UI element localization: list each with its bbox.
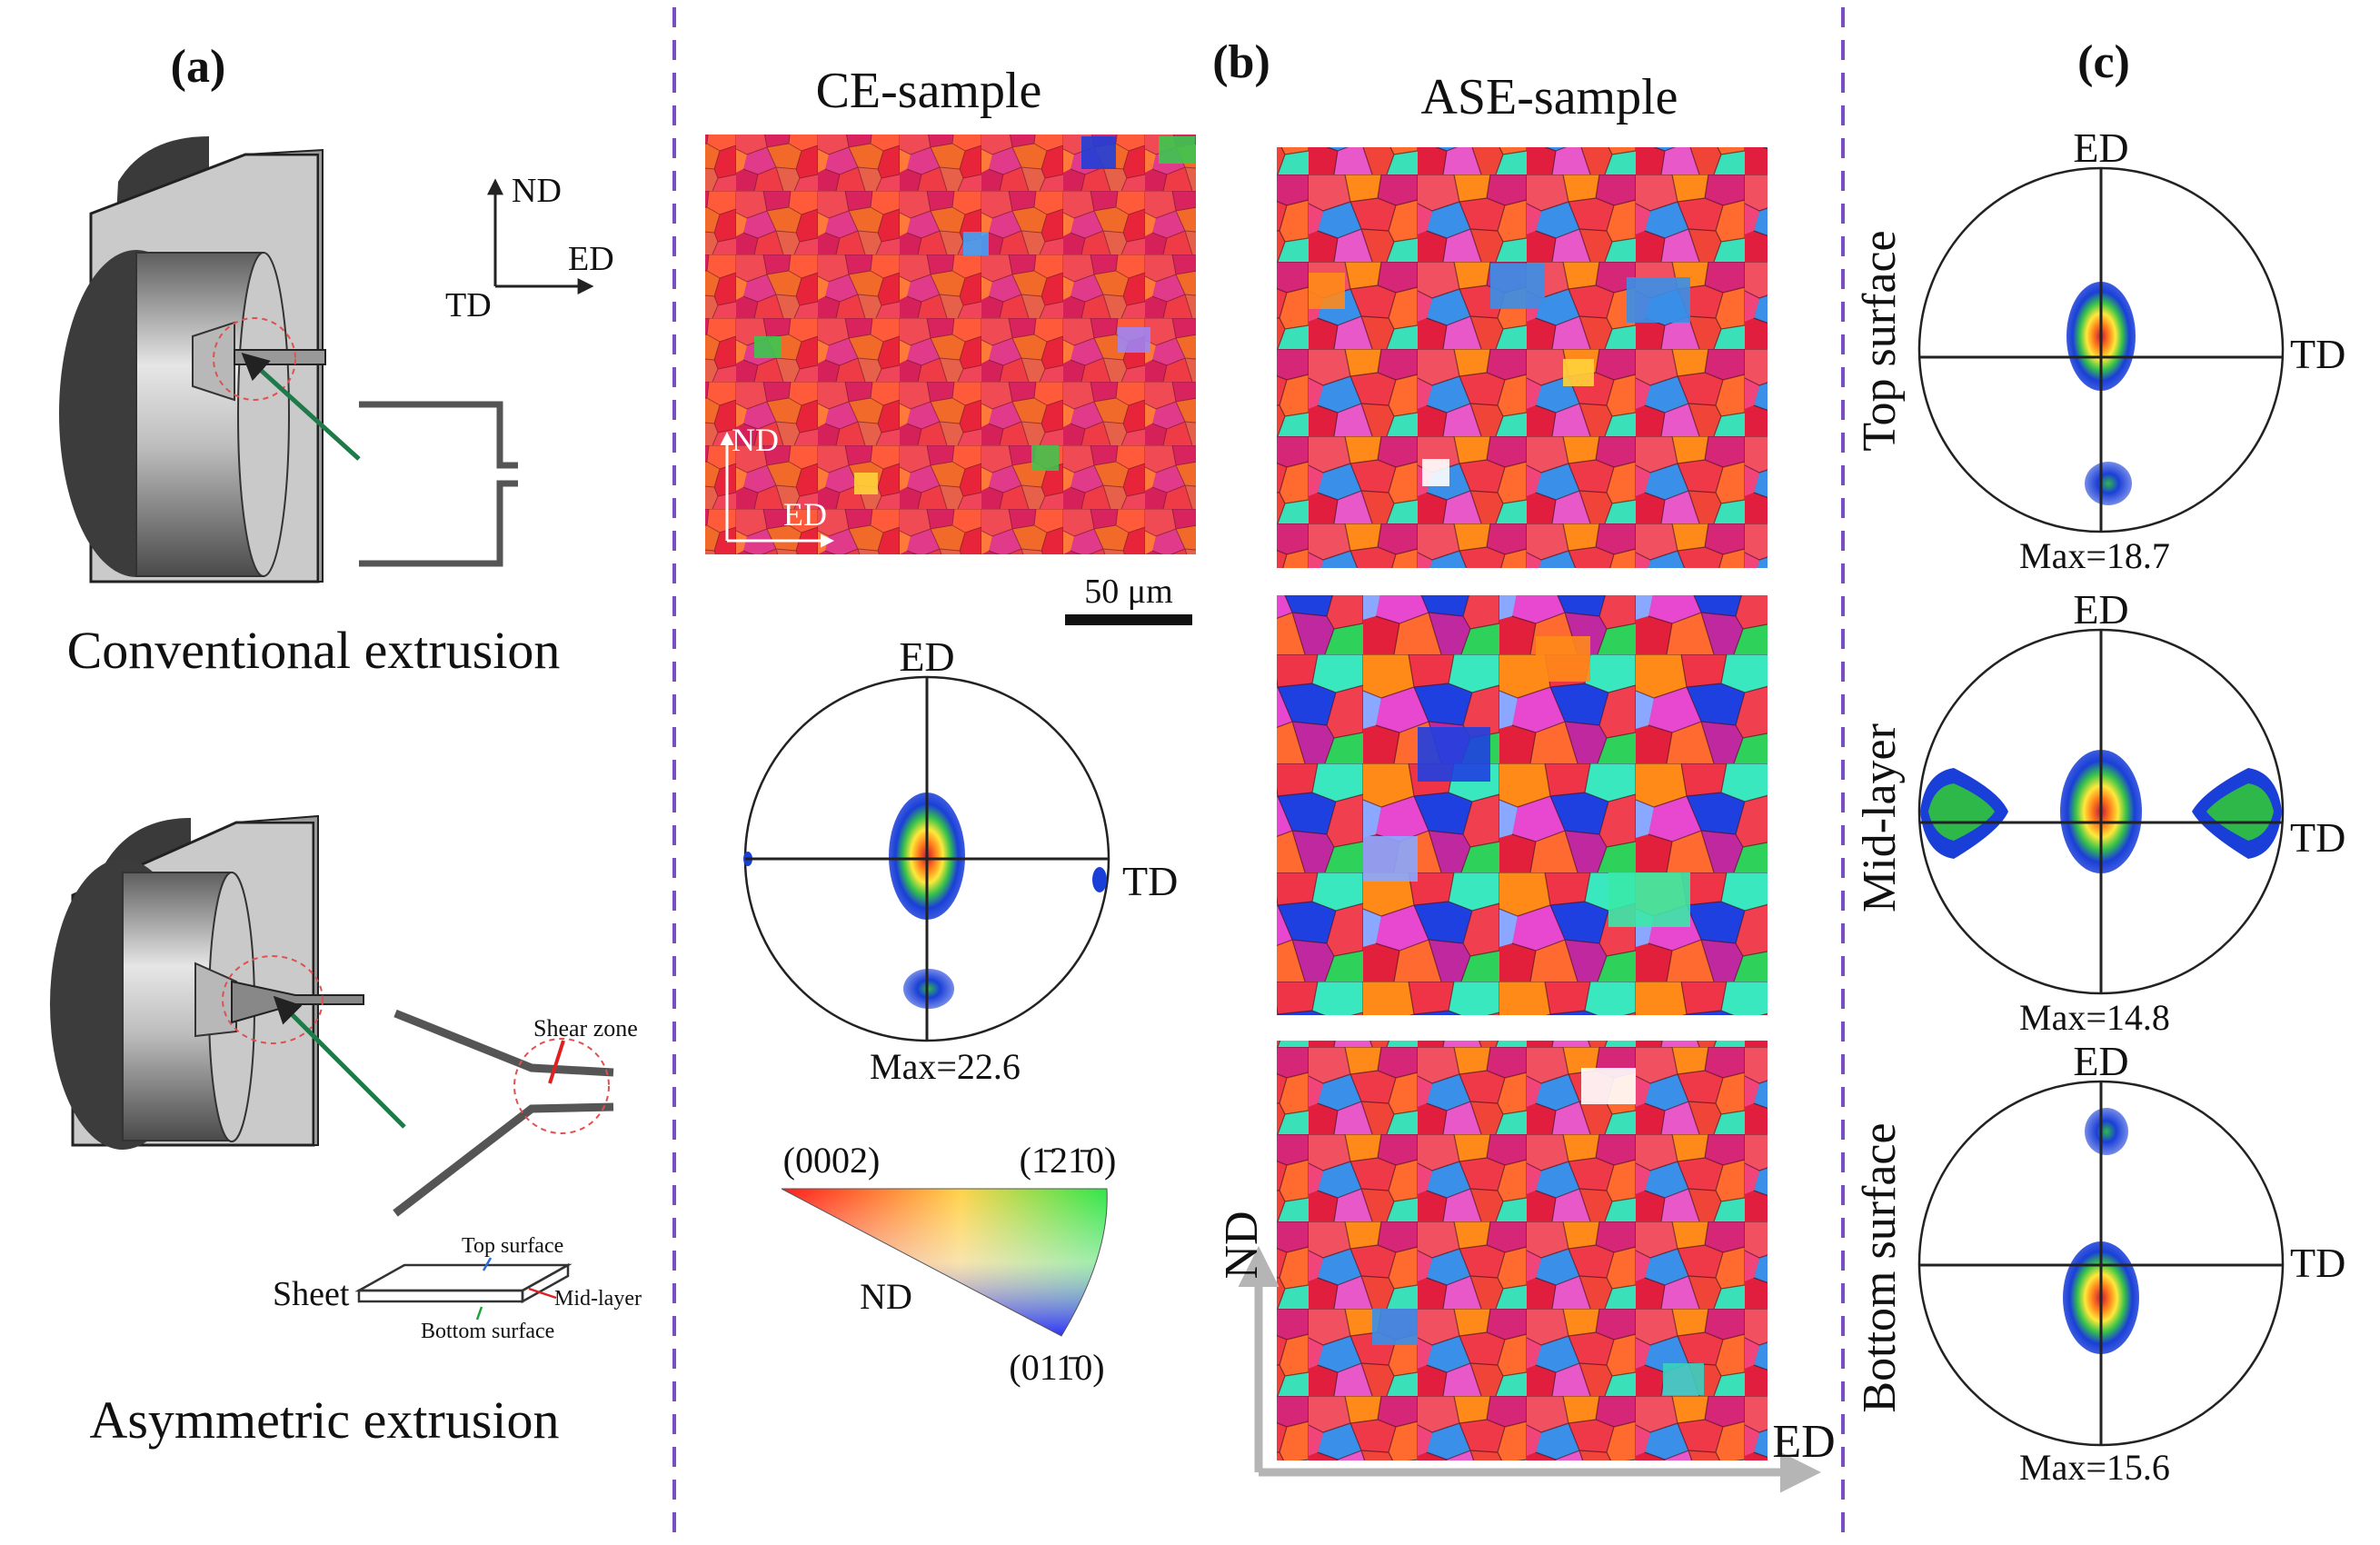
axis-triad-td-label: TD xyxy=(445,286,492,324)
sheet-label: Sheet xyxy=(273,1275,350,1313)
axis-triad: ND ED TD xyxy=(445,172,614,324)
shear-zone-label: Shear zone xyxy=(533,1015,638,1042)
pf-bottom-td-label: TD xyxy=(2290,1240,2345,1286)
ipf-0002-label: (0002) xyxy=(783,1140,881,1181)
ce-title: CE-sample xyxy=(816,63,1042,119)
ce-map-nd-label: ND xyxy=(732,422,779,458)
top-surface-label: Top surface xyxy=(462,1234,563,1258)
pf-bottom-layer-label: Bottom surface xyxy=(1854,1122,1906,1412)
pf-bottom-max-label: Max=15.6 xyxy=(2019,1447,2170,1488)
conventional-die-drawing xyxy=(59,136,518,583)
ase-ebsd-map-top xyxy=(1277,147,1768,568)
pf-mid-layer-label: Mid-layer xyxy=(1854,723,1906,912)
ce-pf-max-label: Max=22.6 xyxy=(870,1046,1021,1087)
pf-mid-max-label: Max=14.8 xyxy=(2019,997,2170,1038)
panel-b: CE-sample (b) ASE-sample ND ED 50 μm xyxy=(705,36,1836,1493)
scale-bar-label: 50 μm xyxy=(1084,573,1172,611)
pf-mid-td-label: TD xyxy=(2290,814,2345,861)
asymmetric-caption: Asymmetric extrusion xyxy=(89,1390,559,1450)
panel-b-label: (b) xyxy=(1212,36,1270,88)
pf-top-td-label: TD xyxy=(2290,331,2345,377)
asymmetric-die-drawing: Shear zone xyxy=(50,814,638,1217)
sheet-schematic: Sheet Top surface Mid-layer Bottom surfa… xyxy=(273,1234,642,1343)
pf-top-layer-label: Top surface xyxy=(1854,230,1906,451)
mid-layer-label: Mid-layer xyxy=(554,1287,642,1311)
ce-pf-ed-label: ED xyxy=(899,633,954,680)
ce-ebsd-map: ND ED xyxy=(705,135,1196,554)
conventional-caption: Conventional extrusion xyxy=(67,621,561,680)
ipf-0110-label: (011̄0) xyxy=(1009,1347,1104,1388)
pole-figure-mid-layer: ED TD Max=14.8 Mid-layer xyxy=(1854,586,2345,1038)
scale-bar: 50 μm xyxy=(1065,573,1192,625)
pole-figure-bottom-surface: ED TD Max=15.6 Bottom surface xyxy=(1854,1038,2345,1488)
ase-axis-nd-label: ND xyxy=(1216,1211,1268,1279)
ce-map-ed-label: ED xyxy=(783,496,827,533)
bottom-surface-label: Bottom surface xyxy=(421,1320,554,1343)
panel-a: (a) ND ED TD Conventional extrusion xyxy=(50,41,642,1450)
pf-top-max-label: Max=18.7 xyxy=(2019,535,2170,576)
ase-ebsd-map-mid xyxy=(1277,595,1768,1015)
ce-pole-figure: ED TD Max=22.6 xyxy=(743,633,1178,1087)
ipf-color-key: (0002) (1̄21̄0) (011̄0) ND xyxy=(781,1140,1117,1388)
axis-triad-nd-label: ND xyxy=(512,172,562,210)
ase-ebsd-map-bottom xyxy=(1277,1041,1768,1460)
ipf-1210-label: (1̄21̄0) xyxy=(1020,1140,1117,1181)
panel-c: (c) ED TD Max=18.7 Top surface ED TD Max xyxy=(1854,36,2345,1488)
panel-a-label: (a) xyxy=(171,41,226,93)
ase-title: ASE-sample xyxy=(1420,69,1678,125)
pole-figure-top-surface: ED TD Max=18.7 Top surface xyxy=(1854,125,2345,576)
ase-axes: ND ED xyxy=(1216,1211,1836,1493)
pf-top-ed-label: ED xyxy=(2073,125,2128,171)
ase-axis-ed-label: ED xyxy=(1772,1416,1835,1468)
panel-c-label: (c) xyxy=(2077,36,2130,88)
pf-bottom-ed-label: ED xyxy=(2073,1038,2128,1084)
pf-mid-ed-label: ED xyxy=(2073,586,2128,633)
ce-pf-td-label: TD xyxy=(1122,858,1178,904)
axis-triad-ed-label: ED xyxy=(568,240,614,278)
ipf-nd-label: ND xyxy=(860,1276,912,1317)
